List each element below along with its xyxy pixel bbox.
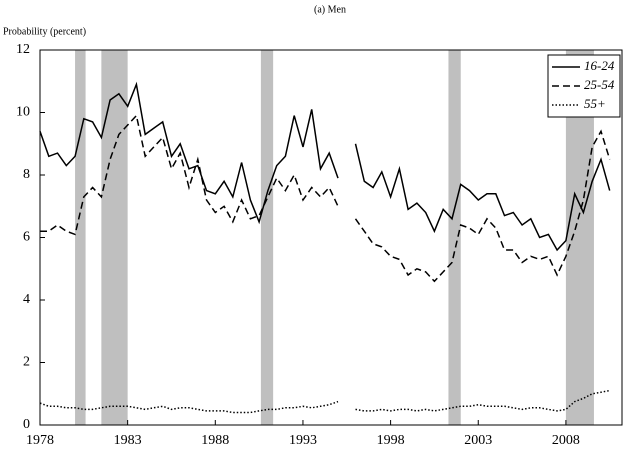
y-axis-label: Probability (percent)	[3, 26, 86, 37]
line-series	[39, 81, 611, 252]
y-tick-label: 2	[23, 355, 30, 370]
shaded-range	[260, 50, 274, 425]
y-tick-label: 10	[16, 105, 30, 120]
x-tick-label: 1988	[201, 433, 229, 448]
line-series	[40, 114, 611, 283]
x-tick-label: 2008	[552, 433, 580, 448]
legend-label: 55+	[584, 96, 606, 111]
x-tick-label: 1993	[289, 433, 317, 448]
y-tick-label: 12	[16, 42, 30, 57]
y-tick-label: 8	[23, 167, 30, 182]
legend-label: 25-54	[584, 77, 615, 92]
shaded-range	[75, 50, 86, 425]
line-series	[39, 389, 610, 414]
legend-box	[547, 54, 621, 118]
x-tick-label: 2003	[464, 433, 492, 448]
y-tick-label: 6	[23, 230, 30, 245]
y-tick-label: 4	[23, 292, 30, 307]
x-tick-label: 1983	[114, 433, 142, 448]
shaded-range	[101, 50, 128, 425]
y-tick-label: 0	[23, 417, 30, 432]
shaded-range	[448, 50, 461, 425]
legend-label: 16-24	[584, 58, 615, 73]
chart-title: (a) Men	[314, 4, 346, 15]
x-tick-label: 1998	[377, 433, 405, 448]
x-tick-label: 1978	[26, 433, 54, 448]
